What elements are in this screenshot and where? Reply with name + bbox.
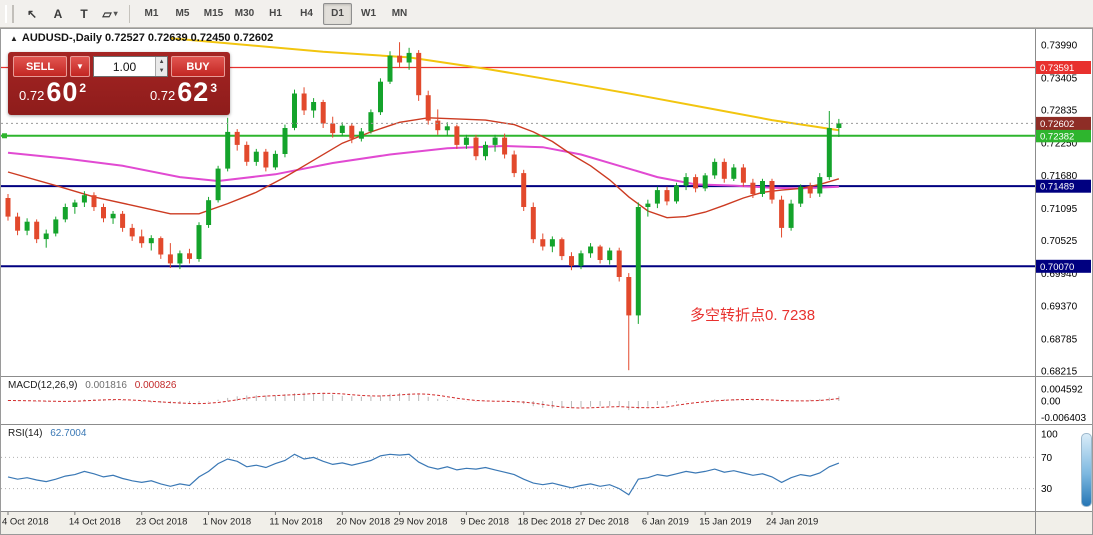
sell-button[interactable]: SELL <box>13 56 67 77</box>
svg-text:0.73591: 0.73591 <box>1040 63 1074 74</box>
macd-params: MACD(12,26,9) <box>8 380 78 391</box>
chart-symbol-icon: ▲ <box>10 33 18 43</box>
rsi-value: 62.7004 <box>50 428 87 439</box>
svg-text:11 Nov 2018: 11 Nov 2018 <box>269 517 322 528</box>
svg-text:100: 100 <box>1041 430 1058 441</box>
svg-text:-0.006403: -0.006403 <box>1041 413 1086 424</box>
svg-text:15 Jan 2019: 15 Jan 2019 <box>699 517 751 528</box>
sell-price-pipette: 2 <box>79 81 87 95</box>
svg-text:18 Dec 2018: 18 Dec 2018 <box>518 517 572 528</box>
price-tag <box>1036 259 1091 273</box>
svg-text:0.72602: 0.72602 <box>1040 119 1074 130</box>
candles <box>5 42 842 371</box>
buy-button[interactable]: BUY <box>171 56 225 77</box>
ma-red <box>7 117 840 219</box>
cursor-tool-button[interactable]: ↖ <box>26 6 38 21</box>
sell-price-main: 60 <box>46 77 79 107</box>
timeframe-d1-button[interactable]: D1 <box>323 2 352 25</box>
svg-text:20 Nov 2018: 20 Nov 2018 <box>336 517 390 528</box>
svg-text:0.69940: 0.69940 <box>1041 269 1078 280</box>
svg-text:0.72250: 0.72250 <box>1041 139 1078 150</box>
svg-text:0.72382: 0.72382 <box>1040 131 1074 142</box>
chart-annotation-text: 多空转折点0. 7238 <box>690 307 816 324</box>
price-tag <box>1036 129 1091 143</box>
timeframe-m15-button[interactable]: M15 <box>203 8 224 19</box>
timeframe-m30-button[interactable]: M30 <box>234 8 255 19</box>
svg-text:0.71095: 0.71095 <box>1041 204 1078 215</box>
toolbar-grip[interactable] <box>5 4 14 23</box>
trade-panel-controls: SELL ▼ ▲ ▼ BUY <box>13 56 225 77</box>
svg-text:6 Jan 2019: 6 Jan 2019 <box>642 517 689 528</box>
timeframe-m1-button[interactable]: M1 <box>144 8 159 19</box>
rsi-indicator-label: RSI(14) 62.7004 <box>8 428 86 439</box>
label-tool-button[interactable]: A <box>53 6 63 21</box>
volume-box: ▲ ▼ <box>93 56 168 77</box>
svg-text:70: 70 <box>1041 453 1053 464</box>
volume-increase-button[interactable]: ▲ <box>156 57 167 67</box>
svg-text:0.71680: 0.71680 <box>1041 171 1078 182</box>
price-tag <box>1036 61 1091 74</box>
chart-canvas: 0.73990 0.73405 0.72835 0.72250 0.71680 0.710… <box>0 28 1093 535</box>
buy-price[interactable]: 0.72 62 3 <box>150 79 217 106</box>
top-toolbar: ↖ A T ▱ ▾ M1 M5 M15 M30 H1 H4 D1 W1 MN <box>0 0 1093 28</box>
svg-text:23 Oct 2018: 23 Oct 2018 <box>136 517 188 528</box>
svg-text:0.68785: 0.68785 <box>1041 334 1078 345</box>
macd-signal-line <box>7 392 839 409</box>
svg-text:0.70525: 0.70525 <box>1041 236 1078 247</box>
svg-text:24 Jan 2019: 24 Jan 2019 <box>766 517 818 528</box>
svg-text:9 Dec 2018: 9 Dec 2018 <box>460 517 509 528</box>
svg-text:0.73990: 0.73990 <box>1041 41 1078 52</box>
tool-group: ↖ A T ▱ ▾ <box>19 3 123 25</box>
buy-price-prefix: 0.72 <box>149 88 176 103</box>
svg-text:0.00: 0.00 <box>1041 397 1061 408</box>
svg-text:0.68215: 0.68215 <box>1041 367 1078 378</box>
macd-signal-value: 0.000826 <box>134 380 177 391</box>
timeframe-w1-button[interactable]: W1 <box>361 8 376 19</box>
timeframe-mn-button[interactable]: MN <box>391 8 408 19</box>
svg-text:0.71489: 0.71489 <box>1040 182 1074 193</box>
buy-price-pipette: 3 <box>210 81 217 95</box>
svg-text:4 Oct 2018: 4 Oct 2018 <box>2 517 48 528</box>
thermometer-icon <box>1081 433 1092 507</box>
shapes-tool-button[interactable]: ▱ ▾ <box>102 6 118 21</box>
timeframe-h1-button[interactable]: H1 <box>269 8 282 19</box>
svg-text:0.004592: 0.004592 <box>1041 385 1083 396</box>
rsi-params: RSI(14) <box>8 428 43 439</box>
volume-stepper: ▲ ▼ <box>155 57 167 76</box>
svg-text:0.73405: 0.73405 <box>1041 74 1078 85</box>
timeframe-m5-button[interactable]: M5 <box>175 8 190 19</box>
dropdown-arrow-icon: ▾ <box>113 9 118 18</box>
svg-text:0.70070: 0.70070 <box>1040 262 1074 273</box>
timeframe-group: M1 M5 M15 M30 H1 H4 D1 W1 MN <box>136 2 415 25</box>
svg-text:27 Dec 2018: 27 Dec 2018 <box>575 517 629 528</box>
svg-text:29 Nov 2018: 29 Nov 2018 <box>394 517 448 528</box>
svg-text:14 Oct 2018: 14 Oct 2018 <box>69 517 121 528</box>
buy-price-main: 62 <box>177 77 210 107</box>
svg-text:0.69370: 0.69370 <box>1041 301 1078 312</box>
order-type-dropdown[interactable]: ▼ <box>70 56 90 77</box>
one-click-trading-panel: SELL ▼ ▲ ▼ BUY 0.72 60 2 0.7 <box>8 52 230 115</box>
chart-region: 0.73990 0.73405 0.72835 0.72250 0.71680 0.710… <box>0 28 1093 535</box>
trade-panel-prices: 0.72 60 2 0.72 62 3 <box>13 77 225 106</box>
chart-title: ▲ AUDUSD-,Daily 0.72527 0.72639 0.72450 … <box>10 32 273 44</box>
svg-text:30: 30 <box>1041 484 1053 495</box>
sell-price[interactable]: 0.72 60 2 <box>19 79 86 106</box>
text-tool-button[interactable]: T <box>80 6 88 21</box>
svg-text:0.72835: 0.72835 <box>1041 106 1078 117</box>
price-tag <box>1036 116 1091 130</box>
chevron-down-icon: ▼ <box>76 62 84 71</box>
toolbar-separator <box>129 4 130 23</box>
chart-title-text: AUDUSD-,Daily 0.72527 0.72639 0.72450 0.… <box>21 32 274 44</box>
macd-indicator-label: MACD(12,26,9) 0.001816 0.000826 <box>8 380 176 391</box>
rsi-line <box>7 453 840 496</box>
svg-text:1 Nov 2018: 1 Nov 2018 <box>203 517 252 528</box>
price-tag <box>1036 179 1091 193</box>
timeframe-h4-button[interactable]: H4 <box>300 8 313 19</box>
ma-yellow <box>170 37 840 132</box>
macd-main-value: 0.001816 <box>85 380 127 391</box>
volume-input[interactable] <box>94 57 156 76</box>
volume-decrease-button[interactable]: ▼ <box>156 66 167 76</box>
sell-price-prefix: 0.72 <box>19 88 45 103</box>
